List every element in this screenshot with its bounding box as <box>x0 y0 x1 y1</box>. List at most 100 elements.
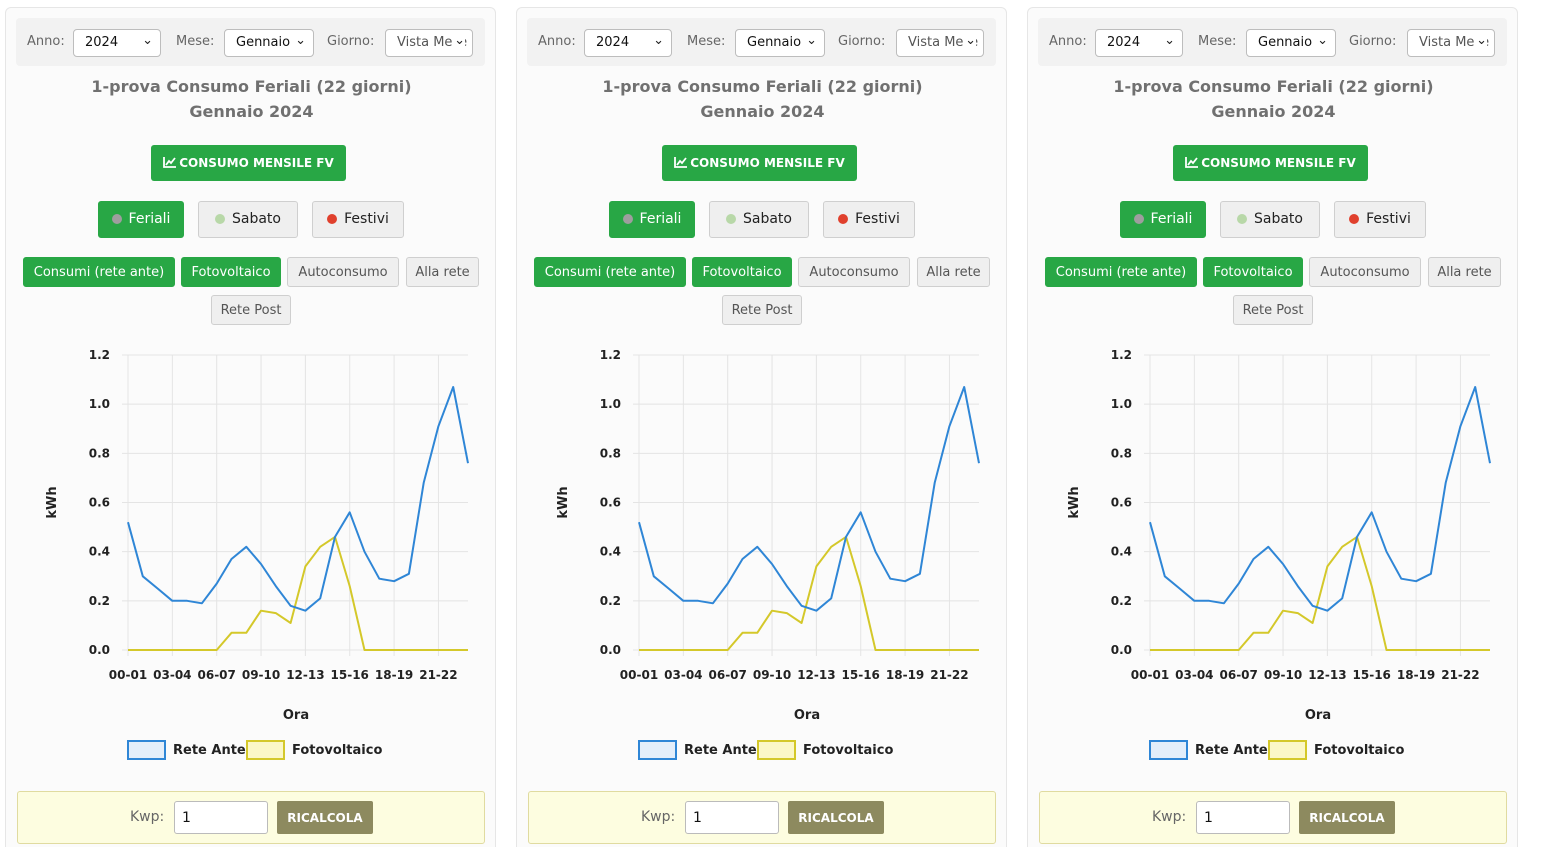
month-select[interactable]: Gennaio ⌄ <box>1246 29 1336 57</box>
x-axis-title: Ora <box>794 708 820 723</box>
consumption-line-chart: 0.0 0.2 0.4 0.6 0.8 1.0 1.2 00-01 03-04 06-07 09-1… <box>45 348 469 760</box>
month-select[interactable]: Gennaio ⌄ <box>735 29 825 57</box>
status-dot-icon <box>215 214 225 224</box>
daytype-sabato-button[interactable]: Sabato <box>1220 201 1320 238</box>
toggle-consumi-rete-ante[interactable]: Consumi (rete ante) <box>1045 257 1197 287</box>
panel-subtitle: Gennaio 2024 <box>700 102 825 121</box>
chevron-down-icon: ⌄ <box>804 33 817 48</box>
chart-line-icon <box>1185 157 1199 168</box>
recalculate-label: RICALCOLA <box>1309 811 1385 825</box>
chevron-down-icon: ⌄ <box>1315 33 1328 48</box>
monthly-consumption-button[interactable]: CONSUMO MENSILE FV <box>151 145 346 181</box>
daytype-label: Festivi <box>344 211 389 227</box>
status-dot-icon <box>1133 214 1144 224</box>
toggle-alla-rete[interactable]: Alla rete <box>406 257 479 287</box>
kwp-panel: Kwp: 1 RICALCOLA <box>528 791 996 844</box>
y-tick-label: 1.0 <box>600 397 621 411</box>
status-dot-icon <box>111 214 122 224</box>
legend-swatch <box>1268 740 1307 760</box>
daytype-feriali-button[interactable]: Feriali <box>98 201 184 238</box>
toggle-autoconsumo[interactable]: Autoconsumo <box>798 257 910 287</box>
month-select[interactable]: Gennaio ⌄ <box>224 29 314 57</box>
toggle-fotovoltaico[interactable]: Fotovoltaico <box>181 257 281 287</box>
daytype-sabato-button[interactable]: Sabato <box>709 201 809 238</box>
chevron-down-icon: ⌄ <box>293 33 306 48</box>
y-tick-label: 0.8 <box>89 446 110 460</box>
y-tick-label: 0.0 <box>600 643 621 657</box>
x-tick-label: 09-10 <box>242 668 280 682</box>
toggle-fotovoltaico[interactable]: Fotovoltaico <box>692 257 792 287</box>
toggle-rete-post[interactable]: Rete Post <box>722 295 802 325</box>
toggle-rete-post[interactable]: Rete Post <box>211 295 291 325</box>
monthly-consumption-button[interactable]: CONSUMO MENSILE FV <box>662 145 857 181</box>
year-select-value: 2024 <box>85 35 119 50</box>
kwp-input[interactable]: 1 <box>1196 801 1290 834</box>
x-tick-label: 03-04 <box>1175 668 1213 682</box>
toggle-alla-rete[interactable]: Alla rete <box>917 257 990 287</box>
legend-swatch <box>127 740 166 760</box>
toggle-autoconsumo[interactable]: Autoconsumo <box>287 257 399 287</box>
kwp-label: Kwp: <box>641 809 676 825</box>
y-tick-label: 0.0 <box>1111 643 1132 657</box>
toggle-consumi-rete-ante[interactable]: Consumi (rete ante) <box>534 257 686 287</box>
y-tick-label: 0.2 <box>89 594 110 608</box>
y-tick-label: 0.4 <box>600 545 621 559</box>
daytype-festivi-button[interactable]: Festivi <box>1334 201 1426 238</box>
chart-line-icon <box>674 157 688 168</box>
monthly-consumption-label: CONSUMO MENSILE FV <box>1201 156 1356 170</box>
year-select[interactable]: 2024 ⌄ <box>1095 29 1183 57</box>
x-tick-label: 15-16 <box>842 668 880 682</box>
legend-label: Fotovoltaico <box>1314 743 1404 758</box>
kwp-input-value: 1 <box>1204 810 1213 826</box>
y-tick-label: 0.0 <box>89 643 110 657</box>
daytype-festivi-button[interactable]: Festivi <box>312 201 404 238</box>
month-select-value: Gennaio <box>1258 35 1313 50</box>
series-line-rete-ante <box>127 386 469 612</box>
toggle-label: Consumi (rete ante) <box>33 265 165 280</box>
daytype-sabato-button[interactable]: Sabato <box>198 201 298 238</box>
day-select[interactable]: Vista Mese ⌄ <box>385 29 473 57</box>
kwp-input[interactable]: 1 <box>685 801 779 834</box>
y-tick-label: 1.2 <box>600 348 621 362</box>
panel-title: 1-prova Consumo Feriali (22 giorni) <box>1113 77 1434 96</box>
year-select[interactable]: 2024 ⌄ <box>584 29 672 57</box>
consumption-panel-1: Anno: 2024 ⌄ Mese: Gennaio ⌄ Giorno: Vis… <box>5 7 496 847</box>
daytype-feriali-button[interactable]: Feriali <box>609 201 695 238</box>
x-tick-label: 09-10 <box>1264 668 1302 682</box>
monthly-consumption-button[interactable]: CONSUMO MENSILE FV <box>1173 145 1368 181</box>
x-axis-title: Ora <box>283 708 309 723</box>
kwp-panel: Kwp: 1 RICALCOLA <box>17 791 485 844</box>
toggle-alla-rete[interactable]: Alla rete <box>1428 257 1501 287</box>
day-select[interactable]: Vista Mese ⌄ <box>896 29 984 57</box>
monthly-consumption-label: CONSUMO MENSILE FV <box>690 156 845 170</box>
daytype-feriali-button[interactable]: Feriali <box>1120 201 1206 238</box>
day-select[interactable]: Vista Mese ⌄ <box>1407 29 1495 57</box>
month-label: Mese: <box>1198 34 1237 49</box>
recalculate-button[interactable]: RICALCOLA <box>1299 801 1395 834</box>
filters-bar: Anno: 2024 ⌄ Mese: Gennaio ⌄ Giorno: Vis… <box>527 18 996 66</box>
daytype-festivi-button[interactable]: Festivi <box>823 201 915 238</box>
year-select-value: 2024 <box>1107 35 1141 50</box>
x-tick-label: 21-22 <box>419 668 457 682</box>
x-tick-label: 12-13 <box>1308 668 1346 682</box>
toggle-autoconsumo[interactable]: Autoconsumo <box>1309 257 1421 287</box>
toggle-rete-post[interactable]: Rete Post <box>1233 295 1313 325</box>
panel-subtitle: Gennaio 2024 <box>189 102 314 121</box>
legend-label: Fotovoltaico <box>292 743 382 758</box>
toggle-label: Autoconsumo <box>1320 265 1410 280</box>
recalculate-button[interactable]: RICALCOLA <box>788 801 884 834</box>
legend-swatch <box>638 740 677 760</box>
legend-label: Rete Ante <box>684 743 757 758</box>
toggle-label: Consumi (rete ante) <box>1055 265 1187 280</box>
year-select[interactable]: 2024 ⌄ <box>73 29 161 57</box>
legend-swatch <box>1149 740 1188 760</box>
recalculate-button[interactable]: RICALCOLA <box>277 801 373 834</box>
kwp-input[interactable]: 1 <box>174 801 268 834</box>
month-select-value: Gennaio <box>236 35 291 50</box>
toggle-fotovoltaico[interactable]: Fotovoltaico <box>1203 257 1303 287</box>
toggle-consumi-rete-ante[interactable]: Consumi (rete ante) <box>23 257 175 287</box>
filters-bar: Anno: 2024 ⌄ Mese: Gennaio ⌄ Giorno: Vis… <box>16 18 485 66</box>
x-tick-label: 03-04 <box>153 668 191 682</box>
day-label: Giorno: <box>838 34 886 49</box>
